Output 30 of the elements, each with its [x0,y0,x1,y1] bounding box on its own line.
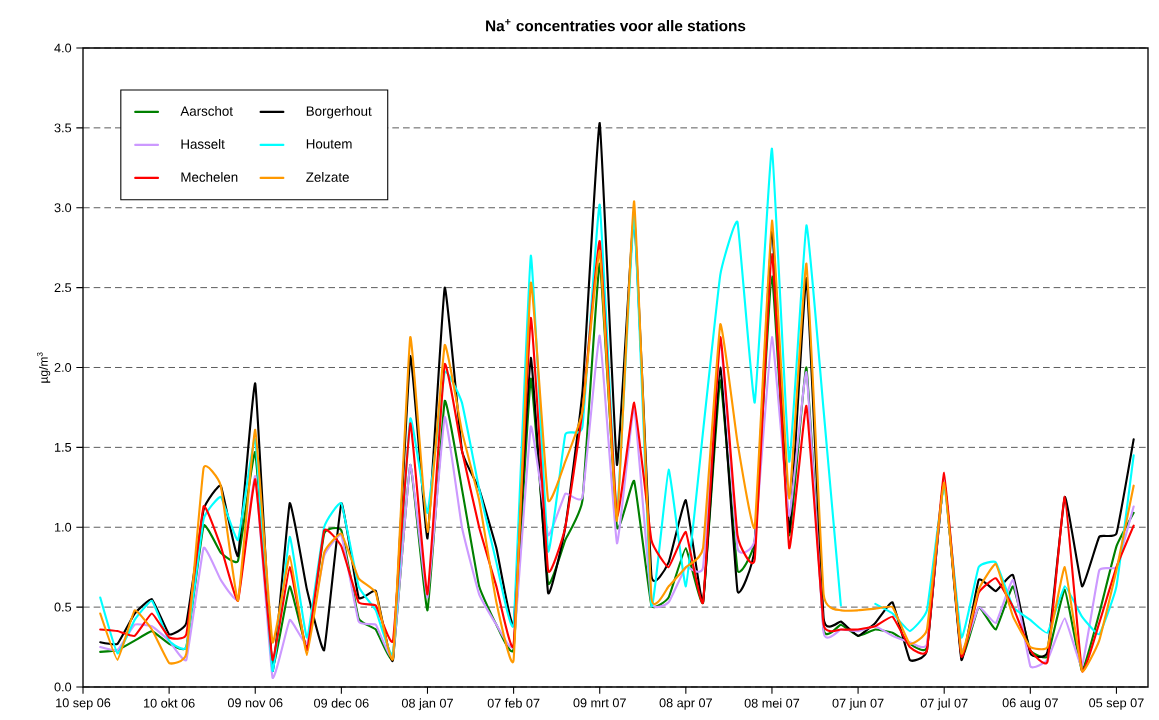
x-tick-label: 10 okt 06 [144,698,195,708]
y-tick-label: 3.0 [54,203,72,213]
x-tick-label: 07 feb 07 [487,698,540,708]
x-tick-label: 09 mrt 07 [573,698,626,708]
y-axis-title: µg/m$^{3}$ [37,352,51,383]
x-tick-label: 07 jul 07 [920,698,968,711]
x-tick-label: 09 nov 06 [227,698,283,708]
y-tick-label: 2.5 [54,283,72,293]
x-tick-label: 05 sep 07 [1089,698,1144,710]
x-tick-label: 08 apr 07 [659,698,712,710]
y-tick-label: 0.0 [54,682,72,692]
x-tick-label: 06 aug 07 [1002,698,1058,710]
legend-label: Mechelen [181,172,238,182]
x-tick-label: 08 jan 07 [401,698,453,711]
legend-label: Houtem [306,139,352,149]
legend-label: Aarschot [180,106,233,116]
legend-label: Zelzate [306,172,349,182]
y-tick-label: 4.0 [54,43,72,53]
legend-label: Borgerhout [306,106,372,119]
y-tick-label: 1.5 [54,442,72,452]
chart-title: Na$^{+}$ concentraties voor alle stations [486,19,746,32]
y-tick-label: 1.0 [54,522,72,532]
x-tick-label: 08 mei 07 [744,698,800,708]
y-tick-label: 3.5 [54,123,72,133]
legend-label: Hasselt [181,139,225,149]
x-tick-label: 07 jun 07 [832,698,884,711]
x-tick-label: 09 dec 06 [314,698,369,708]
x-tick-label: 10 sep 06 [56,698,111,710]
y-tick-label: 2.0 [54,363,72,372]
y-tick-label: 0.5 [54,602,72,612]
